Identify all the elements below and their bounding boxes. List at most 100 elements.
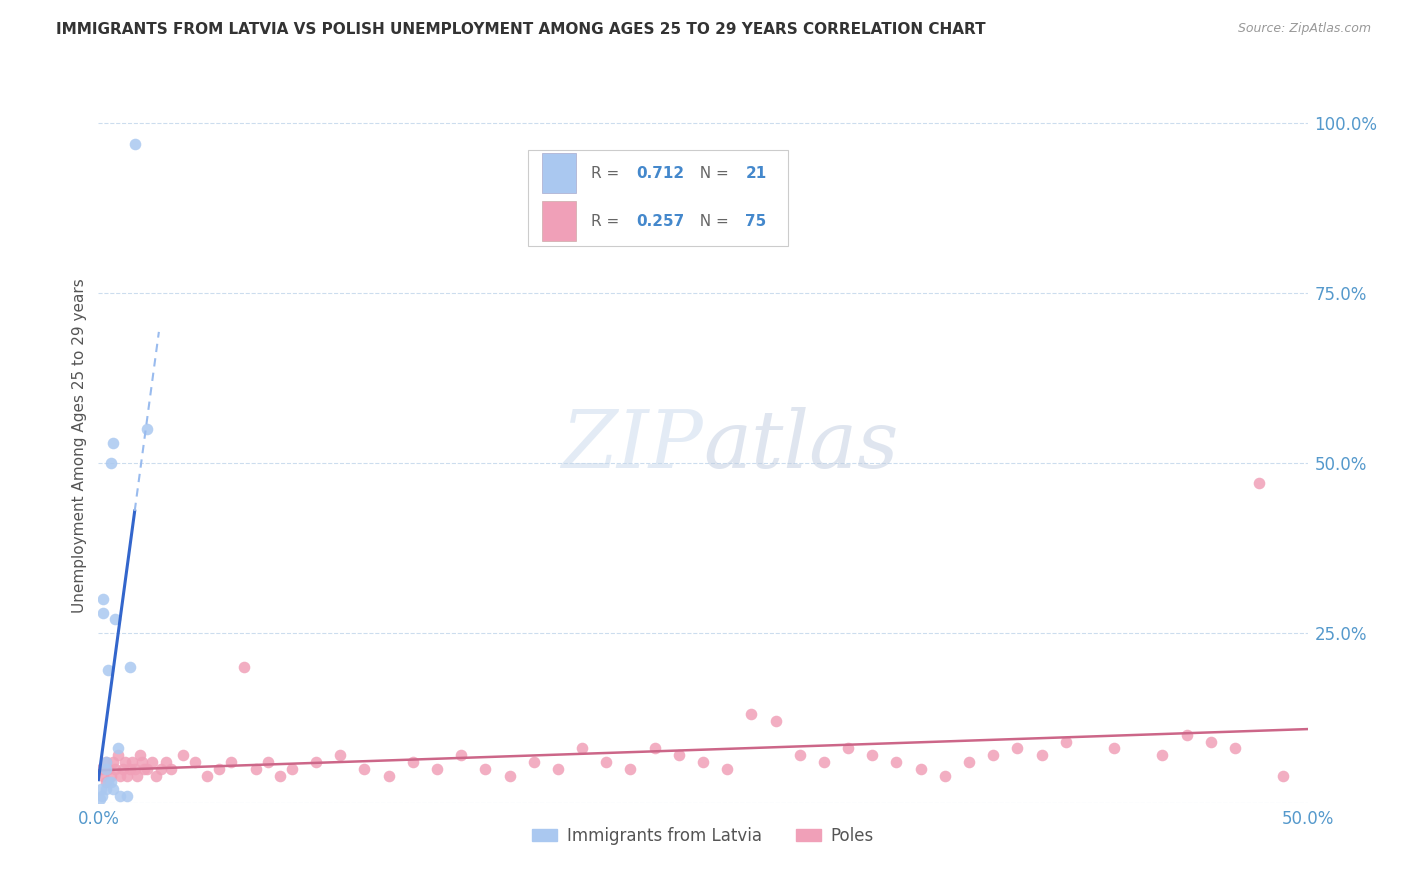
Point: [837, 741, 859, 756]
Point: [860, 748, 883, 763]
FancyBboxPatch shape: [543, 202, 576, 241]
Point: [232, 660, 254, 674]
Text: R =: R =: [591, 166, 624, 181]
Point: [155, 755, 177, 769]
Point: [108, 789, 131, 803]
Point: [150, 762, 173, 776]
Point: [402, 755, 425, 769]
Point: [1102, 741, 1125, 756]
Point: [94, 755, 117, 769]
Point: [353, 762, 375, 776]
Point: [160, 762, 183, 776]
Point: [1031, 748, 1053, 763]
Point: [91, 769, 114, 783]
Point: [118, 762, 141, 776]
Point: [668, 748, 690, 763]
Text: atlas: atlas: [703, 408, 898, 484]
Point: [765, 714, 787, 729]
Point: [981, 748, 1004, 763]
Point: [124, 762, 146, 776]
Point: [121, 755, 143, 769]
Point: [135, 422, 157, 436]
Point: [100, 775, 122, 789]
Point: [90, 762, 112, 776]
Point: [107, 741, 129, 756]
Point: [571, 741, 593, 756]
Point: [145, 769, 167, 783]
Text: 0.257: 0.257: [637, 214, 685, 229]
Point: [124, 136, 146, 151]
Text: 21: 21: [745, 166, 766, 181]
Point: [595, 755, 617, 769]
Point: [1272, 769, 1295, 783]
Point: [716, 762, 738, 776]
Point: [94, 755, 117, 769]
Point: [111, 762, 134, 776]
Point: [107, 748, 129, 763]
Point: [692, 755, 714, 769]
Text: N =: N =: [690, 214, 734, 229]
Point: [329, 748, 352, 763]
Point: [91, 789, 114, 803]
Point: [1223, 741, 1246, 756]
Point: [813, 755, 835, 769]
FancyBboxPatch shape: [543, 153, 576, 193]
Point: [101, 435, 124, 450]
Point: [117, 789, 139, 803]
Point: [1054, 734, 1077, 748]
Point: [101, 755, 124, 769]
Point: [221, 755, 243, 769]
Text: N =: N =: [690, 166, 734, 181]
Point: [269, 769, 291, 783]
Point: [97, 663, 120, 677]
Point: [172, 748, 194, 763]
Point: [131, 755, 153, 769]
Point: [644, 741, 666, 756]
Point: [426, 762, 449, 776]
Point: [245, 762, 267, 776]
Point: [97, 762, 120, 776]
Point: [498, 769, 520, 783]
Point: [91, 591, 114, 606]
Point: [195, 769, 218, 783]
Point: [101, 782, 124, 797]
Point: [740, 707, 762, 722]
Point: [97, 775, 120, 789]
Point: [305, 755, 328, 769]
Text: IMMIGRANTS FROM LATVIA VS POLISH UNEMPLOYMENT AMONG AGES 25 TO 29 YEARS CORRELAT: IMMIGRANTS FROM LATVIA VS POLISH UNEMPLO…: [56, 22, 986, 37]
Point: [90, 782, 112, 797]
Point: [184, 755, 207, 769]
Point: [208, 762, 231, 776]
Point: [1175, 728, 1198, 742]
Point: [117, 769, 139, 783]
Point: [94, 782, 117, 797]
Point: [1199, 734, 1222, 748]
Point: [128, 748, 150, 763]
Point: [94, 775, 117, 789]
Text: 75: 75: [745, 214, 766, 229]
Point: [114, 755, 136, 769]
Text: R =: R =: [591, 214, 624, 229]
Point: [91, 606, 114, 620]
Point: [474, 762, 496, 776]
Point: [547, 762, 569, 776]
Point: [281, 762, 304, 776]
Text: ZIP: ZIP: [561, 408, 703, 484]
Point: [1152, 748, 1174, 763]
Point: [377, 769, 399, 783]
Point: [118, 660, 141, 674]
Point: [104, 762, 127, 776]
Legend: Immigrants from Latvia, Poles: Immigrants from Latvia, Poles: [526, 821, 880, 852]
Point: [94, 762, 117, 776]
Point: [619, 762, 641, 776]
Point: [104, 612, 127, 626]
Point: [134, 762, 156, 776]
Point: [957, 755, 980, 769]
Point: [100, 456, 122, 470]
Point: [127, 769, 149, 783]
Point: [789, 748, 811, 763]
Point: [886, 755, 908, 769]
Point: [910, 762, 932, 776]
Text: Source: ZipAtlas.com: Source: ZipAtlas.com: [1237, 22, 1371, 36]
Point: [108, 769, 131, 783]
